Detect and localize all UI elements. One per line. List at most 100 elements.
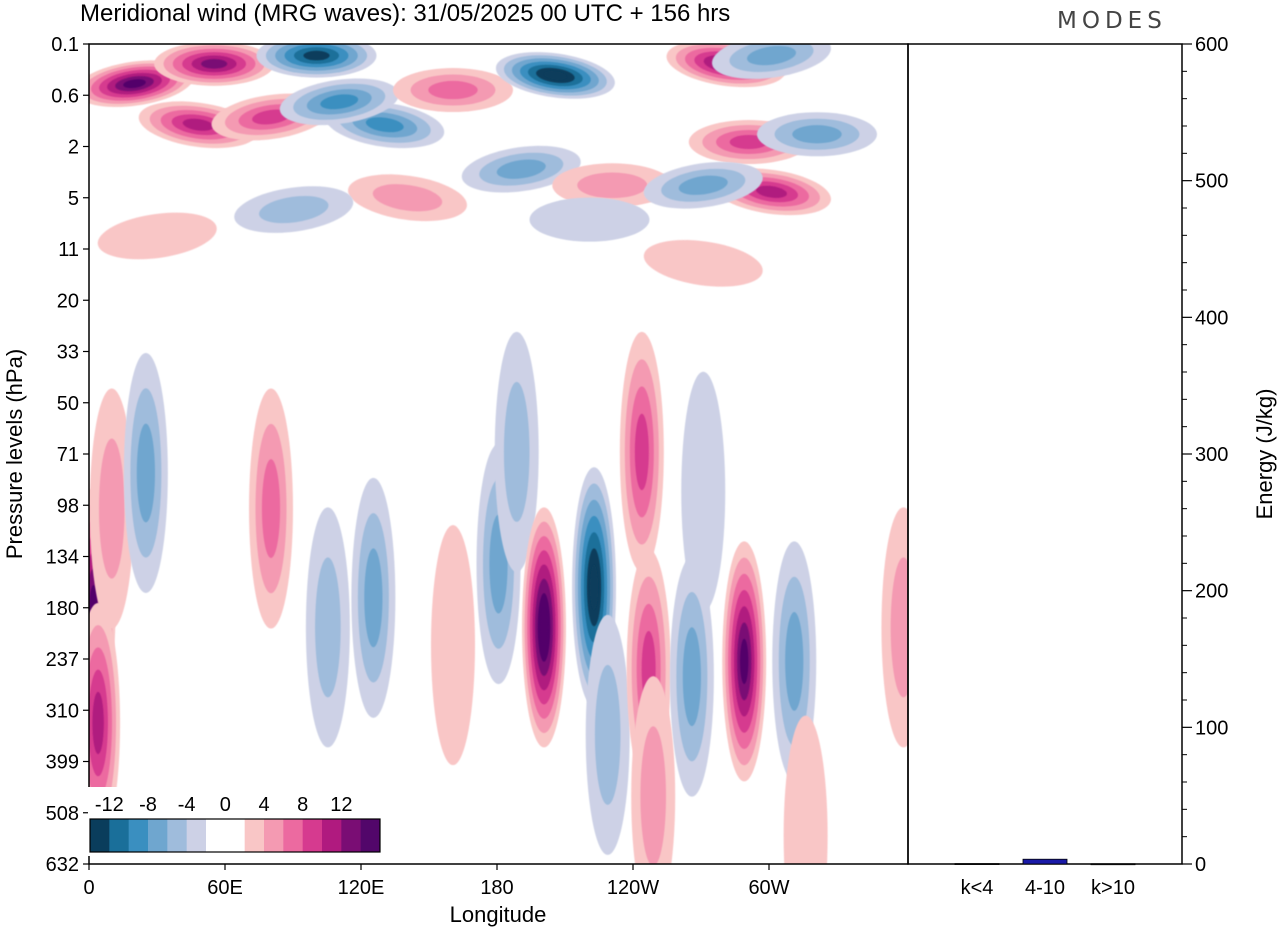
field-contour bbox=[97, 212, 217, 260]
field-blob bbox=[123, 352, 168, 593]
field-blob bbox=[585, 614, 630, 855]
colorbar-swatch bbox=[148, 819, 168, 852]
field-blob bbox=[881, 507, 908, 748]
energy-category-label: k<4 bbox=[961, 877, 994, 899]
field-contour bbox=[783, 715, 828, 864]
colorbar-label: -12 bbox=[95, 794, 124, 816]
heatmap-field bbox=[89, 44, 908, 864]
field-contour bbox=[682, 627, 701, 727]
colorbar-swatch bbox=[360, 819, 381, 852]
field-contour bbox=[634, 413, 649, 491]
field-blob bbox=[757, 112, 877, 157]
energy-tick-label: 100 bbox=[1195, 717, 1228, 739]
colorbar-label: 8 bbox=[297, 794, 308, 816]
field-blob bbox=[89, 60, 194, 107]
field-blob bbox=[669, 556, 714, 797]
field-blob bbox=[351, 477, 396, 718]
field-contour bbox=[785, 612, 804, 711]
energy-tick-label: 300 bbox=[1195, 444, 1228, 466]
field-blob bbox=[681, 371, 726, 612]
y-tick-label: 98 bbox=[57, 495, 79, 517]
field-contour bbox=[577, 172, 648, 199]
field-contour bbox=[252, 109, 290, 125]
y-tick-label: 5 bbox=[68, 188, 79, 210]
energy-tick-label: 400 bbox=[1195, 307, 1228, 329]
colorbar-swatch bbox=[322, 819, 342, 852]
y-tick-label: 20 bbox=[57, 290, 79, 312]
field-contour bbox=[792, 125, 842, 144]
y-tick-label: 33 bbox=[57, 342, 79, 364]
x-tick-label: 120W bbox=[607, 877, 659, 899]
colorbar-swatch bbox=[283, 819, 304, 852]
field-blob bbox=[783, 715, 828, 864]
energy-axis: 0 100 200 300 400 500 600 bbox=[1182, 34, 1228, 876]
colorbar-swatch bbox=[186, 819, 207, 852]
x-tick-label: 120E bbox=[338, 877, 385, 899]
field-blob bbox=[348, 174, 467, 222]
energy-bar bbox=[954, 863, 1000, 865]
field-blob bbox=[722, 541, 767, 782]
x-tick-label: 180 bbox=[480, 877, 513, 899]
y-tick-label: 0.1 bbox=[51, 34, 79, 56]
colorbar-swatch bbox=[264, 819, 284, 852]
colorbar-frame bbox=[89, 818, 381, 853]
x-tick-label: 60E bbox=[207, 877, 243, 899]
y-tick-label: 180 bbox=[46, 598, 79, 620]
field-contour bbox=[428, 80, 478, 100]
field-blob bbox=[712, 44, 831, 79]
colorbar-swatch bbox=[128, 819, 149, 852]
colorbar-label: 0 bbox=[220, 794, 231, 816]
y-tick-label: 2 bbox=[68, 137, 79, 159]
y-tick-label: 399 bbox=[46, 752, 79, 774]
energy-tick-label: 500 bbox=[1195, 171, 1228, 193]
x-tick-label: 60W bbox=[748, 877, 789, 899]
modes-logo: MODES bbox=[1057, 8, 1167, 34]
field-blob bbox=[234, 186, 354, 233]
field-blob bbox=[643, 239, 763, 287]
colorbar-swatch bbox=[90, 819, 110, 852]
colorbar-swatch bbox=[225, 819, 246, 852]
energy-tick-label: 0 bbox=[1195, 854, 1206, 876]
field-contour bbox=[365, 117, 404, 133]
field-contour bbox=[372, 184, 443, 212]
x-axis: 0 60E 120E 180 120W 60W bbox=[83, 864, 790, 899]
field-blob bbox=[154, 44, 275, 86]
colorbar: -12 -8 -4 0 4 8 12 bbox=[88, 787, 382, 856]
energy-category-label: 4-10 bbox=[1025, 877, 1065, 899]
energy-bars: k<4 4-10 k>10 bbox=[954, 858, 1136, 899]
field-contour bbox=[320, 94, 359, 110]
field-contour bbox=[182, 118, 214, 131]
field-blob bbox=[256, 44, 377, 78]
field-blob bbox=[631, 676, 676, 864]
field-contour bbox=[123, 79, 146, 89]
field-contour bbox=[315, 557, 341, 698]
field-contour bbox=[431, 525, 475, 766]
field-blob bbox=[494, 331, 539, 572]
field-contour bbox=[544, 70, 567, 80]
field-contour bbox=[303, 50, 330, 61]
field-contour bbox=[261, 459, 281, 558]
field-blob bbox=[522, 507, 566, 748]
colorbar-swatch bbox=[206, 819, 226, 852]
colorbar-swatch bbox=[109, 819, 130, 852]
y-tick-label: 508 bbox=[46, 803, 79, 825]
energy-tick-label: 200 bbox=[1195, 581, 1228, 603]
field-contour bbox=[503, 381, 530, 522]
colorbar-swatch bbox=[167, 819, 188, 852]
x-tick-label: 0 bbox=[83, 877, 94, 899]
y-tick-label: 50 bbox=[57, 393, 79, 415]
chart-title: Meridional wind (MRG waves): 31/05/2025 … bbox=[80, 0, 731, 27]
field-contour bbox=[529, 197, 650, 242]
field-blob bbox=[89, 388, 134, 629]
colorbar-swatch bbox=[302, 819, 323, 852]
energy-bar bbox=[1022, 858, 1068, 865]
y-tick-label: 134 bbox=[46, 547, 79, 569]
energy-category-label: k>10 bbox=[1091, 877, 1135, 899]
field-contour bbox=[496, 159, 546, 179]
field-blob bbox=[643, 161, 763, 209]
field-blob bbox=[279, 78, 399, 126]
field-contour bbox=[136, 423, 155, 523]
field-contour bbox=[640, 726, 666, 864]
y-tick-label: 237 bbox=[46, 649, 79, 671]
